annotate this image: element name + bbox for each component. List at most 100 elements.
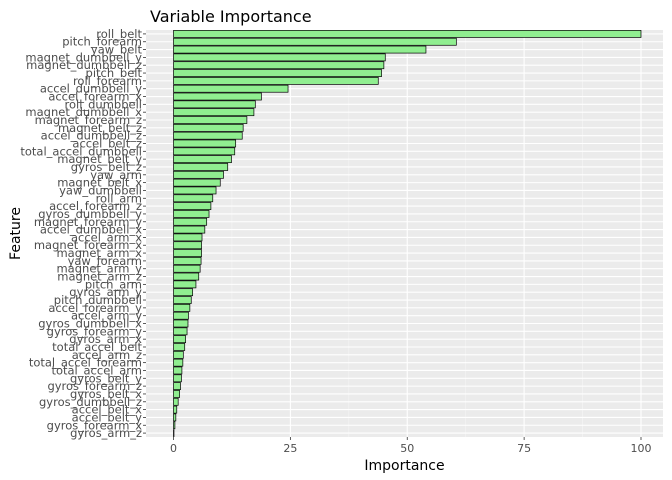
bar-magnet-arm-z [173, 272, 200, 281]
bar-pitch-arm [173, 280, 197, 289]
y-tick-label: accel_dumbbell_y [40, 82, 142, 96]
bar-gyros-belt-z [173, 163, 229, 171]
y-tick-label: gyros_arm_y [69, 285, 142, 299]
y-tick-label: pitch_belt [86, 66, 143, 80]
x-tick-label: 0 [170, 442, 177, 455]
bar-accel-arm-z [173, 350, 184, 359]
y-tick-label: magnet_arm_y [56, 262, 142, 276]
bar-magnet-forearm-z [173, 116, 248, 124]
bar-accel-arm-y [173, 311, 189, 320]
y-tick-label: roll_belt [96, 27, 142, 41]
bar-accel-belt-z [173, 139, 237, 148]
x-tick-label: 50 [400, 442, 414, 455]
bar-total-accel-forearm [173, 358, 184, 367]
bar-gyros-forearm-z [173, 382, 181, 390]
y-tick-label: accel_forearm_x [48, 90, 142, 104]
x-tick-label: 25 [283, 442, 297, 455]
bar-accel-forearm-y [173, 303, 191, 312]
x-axis-title: Importance [364, 458, 444, 474]
bar-pitch-forearm [173, 37, 457, 46]
bar-roll-arm [173, 194, 214, 203]
bar-magnet-dumbbell-y [173, 53, 386, 62]
bar-total-accel-arm [173, 366, 183, 375]
y-tick-label: roll_forearm [73, 74, 142, 88]
bar-roll-forearm [173, 77, 379, 85]
bar-magnet-arm-y [173, 264, 201, 273]
y-tick-label: magnet_dumbbell_y [25, 50, 142, 64]
bar-gyros-dumbbell-z [173, 397, 179, 406]
bar-yaw-dumbbell [173, 186, 217, 195]
y-tick-label: accel_belt_z [72, 136, 142, 150]
bar-roll-belt [173, 30, 642, 38]
y-tick-label: accel_arm_z [72, 348, 142, 362]
bar-accel-forearm-x [173, 92, 262, 101]
y-tick-label: magnet_belt_y [57, 152, 142, 166]
y-tick-label: yaw_arm [90, 168, 142, 182]
bar-total-accel-belt [173, 343, 186, 351]
bar-accel-dumbbell-z [173, 131, 243, 140]
bar-yaw-forearm [173, 257, 202, 265]
y-tick-label: roll_arm [96, 191, 142, 205]
y-tick-label: total_accel_forearm [29, 356, 142, 370]
y-tick-label: magnet_belt_x [57, 176, 142, 190]
y-tick-label: accel_forearm_y [48, 301, 142, 315]
y-tick-label: pitch_forearm [62, 35, 142, 49]
bar-yaw-arm [173, 170, 224, 179]
y-tick-label: accel_dumbbell_x [40, 223, 142, 237]
bar-magnet-belt-y [173, 155, 232, 164]
bar-magnet-dumbbell-z [173, 61, 385, 70]
bar-magnet-forearm-y [173, 217, 208, 226]
bar-accel-arm-x [173, 233, 203, 242]
y-tick-label: roll_dumbbell [64, 97, 142, 111]
bar-gyros-arm-x [173, 335, 187, 344]
bar-total-accel-dumbbell [173, 147, 236, 156]
y-tick-label: gyros_forearm_z [47, 379, 142, 393]
x-axis-ticks: 0 25 50 75 100 [170, 437, 652, 455]
y-tick-label: pitch_arm [85, 277, 142, 291]
y-tick-label: gyros_dumbbell_y [38, 207, 142, 221]
y-tick-label: magnet_dumbbell_z [26, 58, 142, 72]
y-tick-label: accel_belt_x [72, 403, 143, 417]
y-tick-label: gyros_forearm_x [47, 418, 143, 432]
y-axis-ticks: roll_beltpitch_forearmyaw_beltmagnet_dum… [20, 27, 146, 440]
bar-gyros-arm-y [173, 288, 194, 297]
bar-accel-forearm-z [173, 202, 212, 210]
bar-magnet-belt-z [173, 123, 244, 132]
bar-accel-belt-y [173, 413, 177, 422]
y-tick-label: magnet_forearm_x [34, 238, 142, 252]
y-tick-label: yaw_belt [91, 43, 143, 57]
x-tick-label: 100 [631, 442, 652, 455]
bars [173, 30, 642, 437]
bar-magnet-forearm-x [173, 241, 202, 250]
bar-magnet-dumbbell-x [173, 108, 255, 117]
y-tick-label: gyros_arm_z [70, 426, 142, 440]
y-tick-label: gyros_arm_x [69, 332, 142, 346]
bar-gyros-dumbbell-x [173, 319, 189, 328]
y-tick-label: magnet_arm_z [57, 270, 142, 284]
y-tick-label: accel_forearm_z [49, 199, 142, 213]
y-tick-label: gyros_belt_z [71, 160, 142, 174]
y-tick-label: magnet_dumbbell_x [25, 105, 142, 119]
bar-gyros-forearm-y [173, 327, 188, 336]
y-tick-label: accel_dumbbell_z [41, 129, 142, 143]
bar-accel-dumbbell-y [173, 84, 289, 93]
y-tick-label: gyros_dumbbell_z [39, 395, 142, 409]
x-tick-label: 75 [517, 442, 531, 455]
bar-magnet-arm-x [173, 249, 202, 257]
bar-gyros-belt-x [173, 390, 180, 398]
y-tick-label: gyros_belt_y [70, 371, 142, 385]
y-tick-label: magnet_belt_z [58, 121, 142, 135]
y-tick-label: gyros_belt_x [70, 387, 142, 401]
y-tick-label: total_accel_dumbbell [20, 144, 142, 158]
bar-gyros-belt-y [173, 374, 182, 383]
bar-pitch-dumbbell [173, 296, 192, 304]
bar-accel-belt-x [173, 405, 178, 414]
y-axis-title: Feature [8, 207, 24, 260]
y-tick-label: yaw_dumbbell [59, 183, 142, 197]
y-tick-label: gyros_dumbbell_x [38, 317, 142, 331]
bar-yaw-belt [173, 45, 427, 54]
bar-roll-dumbbell [173, 100, 256, 109]
y-tick-label: magnet_forearm_y [34, 215, 142, 229]
